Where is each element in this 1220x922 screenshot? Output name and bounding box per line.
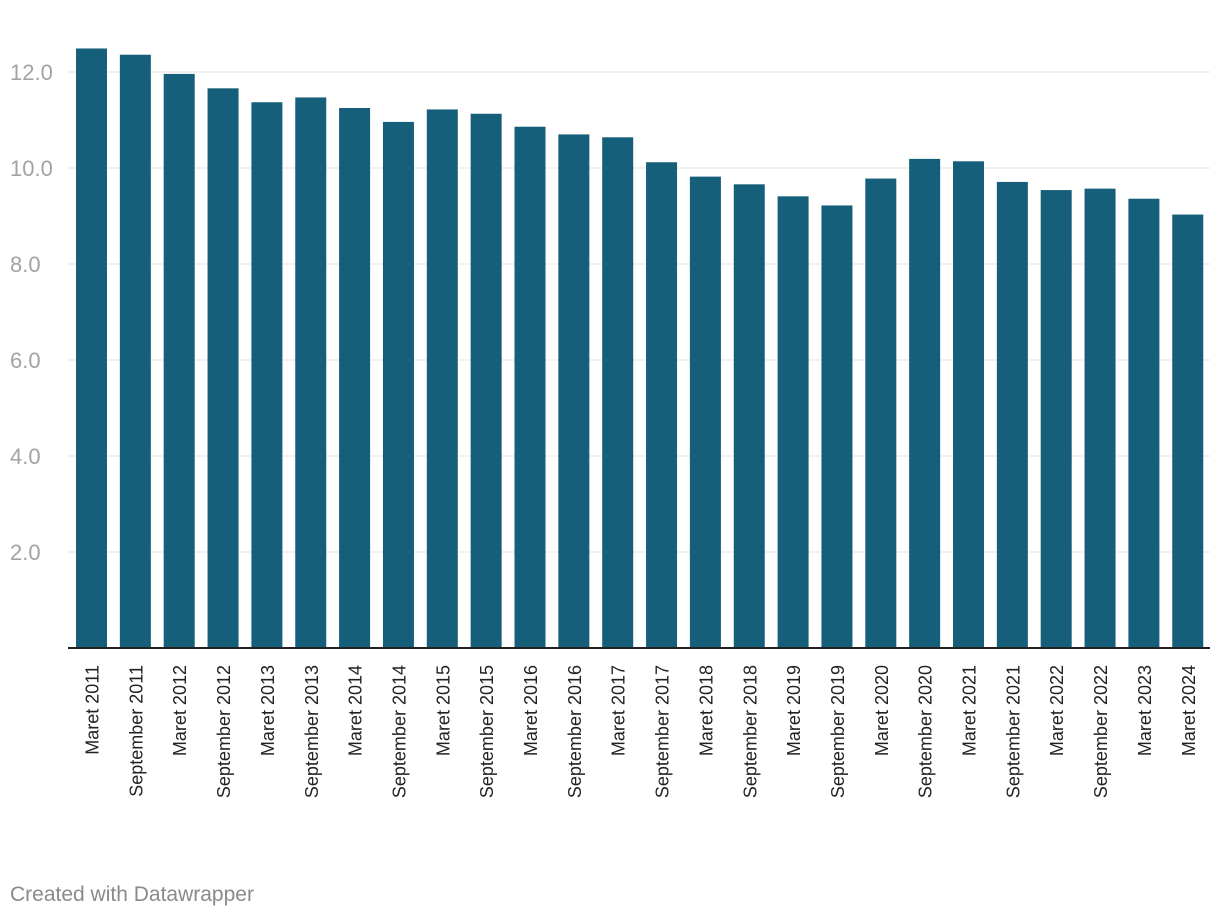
bar [733, 184, 765, 648]
x-tick-label: September 2012 [214, 665, 234, 798]
y-tick-label: 12.0 [10, 60, 53, 85]
y-axis-tick-labels: 2.0 4.0 6.0 8.0 10.0 12.0 [10, 60, 53, 565]
x-tick-label: Maret 2018 [696, 665, 716, 756]
y-tick-label: 8.0 [10, 252, 41, 277]
bar [514, 126, 546, 649]
gridlines [68, 71, 1210, 553]
x-tick-label: September 2013 [302, 665, 322, 798]
x-tick-label: September 2019 [828, 665, 848, 798]
bars [76, 48, 1204, 649]
bar [426, 109, 458, 648]
y-tick-label: 10.0 [10, 156, 53, 181]
x-tick-label: Maret 2019 [784, 665, 804, 756]
x-tick-label: September 2014 [389, 665, 409, 798]
bar [470, 113, 502, 648]
x-tick-label: Maret 2013 [258, 665, 278, 756]
bar [821, 205, 853, 648]
x-tick-label: Maret 2014 [346, 665, 366, 756]
x-tick-label: Maret 2012 [170, 665, 190, 756]
bar [1084, 188, 1116, 648]
x-tick-label: Maret 2017 [609, 665, 629, 756]
x-tick-label: Maret 2021 [960, 665, 980, 756]
x-tick-label: Maret 2020 [872, 665, 892, 756]
y-tick-label: 6.0 [10, 348, 41, 373]
x-tick-label: Maret 2015 [433, 665, 453, 756]
bar [76, 48, 107, 649]
x-tick-label: September 2018 [740, 665, 760, 798]
bar [1128, 198, 1160, 648]
x-tick-label: Maret 2022 [1047, 665, 1067, 756]
x-tick-label: September 2011 [126, 665, 146, 797]
bar [339, 108, 371, 648]
bar [119, 54, 151, 649]
x-tick-label: Maret 2011 [83, 665, 103, 755]
bar [602, 137, 634, 648]
x-axis-tick-labels: Maret 2011 September 2011 Maret 2012 Septem… [83, 665, 1199, 798]
bar [1172, 214, 1204, 648]
bar [382, 121, 414, 649]
bar [865, 178, 897, 648]
y-tick-label: 4.0 [10, 444, 41, 469]
bar [295, 97, 327, 648]
bar [163, 73, 195, 649]
x-tick-label: September 2020 [916, 665, 936, 798]
bar [909, 158, 941, 648]
bar [207, 88, 239, 648]
x-tick-label: September 2022 [1091, 665, 1111, 798]
datawrapper-credit: Created with Datawrapper [10, 883, 254, 906]
x-tick-label: Maret 2024 [1179, 665, 1199, 756]
x-tick-label: September 2015 [477, 665, 497, 798]
x-tick-label: Maret 2016 [521, 665, 541, 756]
x-tick-label: September 2021 [1003, 665, 1023, 798]
bar [953, 161, 984, 648]
x-tick-label: September 2017 [653, 665, 673, 798]
bar [251, 102, 283, 649]
bar [1040, 190, 1072, 648]
bar [646, 162, 678, 649]
bar [558, 134, 590, 648]
bar [996, 181, 1028, 649]
bar [777, 196, 809, 648]
y-tick-label: 2.0 [10, 540, 41, 565]
bar [689, 176, 721, 648]
x-tick-label: Maret 2023 [1135, 665, 1155, 756]
x-tick-label: September 2016 [565, 665, 585, 798]
